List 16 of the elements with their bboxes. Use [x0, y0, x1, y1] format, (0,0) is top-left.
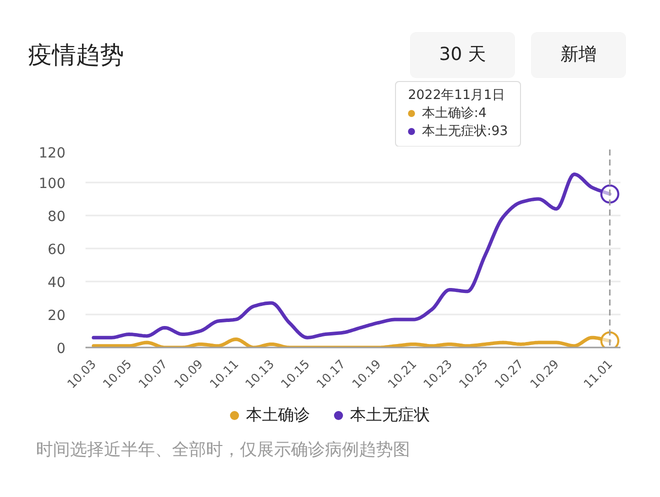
text: 本土无症状:93 [421, 123, 508, 141]
y-tick-label: 20 [48, 308, 66, 324]
text: 时间选择近半年、全部时，仅展示确诊病例趋势图 [36, 440, 410, 460]
legend-label: 本土无症状 [349, 405, 430, 424]
y-tick-label: 40 [48, 275, 66, 291]
y-tick-label: 100 [38, 176, 66, 192]
y-tick-label: 120 [38, 146, 66, 162]
y-tick-label: 60 [48, 242, 66, 258]
text: 2022年11月1日 [408, 87, 506, 105]
legend-label: 本土确诊 [245, 405, 310, 424]
text: 本土确诊:4 [421, 105, 488, 123]
chart-title: 疫情趋势 [28, 40, 124, 71]
y-tick-label: 80 [48, 209, 66, 225]
y-tick-label: 0 [56, 341, 66, 357]
text: 30 天 [410, 32, 515, 78]
text: 新增 [531, 32, 626, 78]
